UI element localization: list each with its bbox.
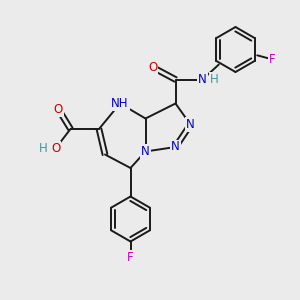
Text: O: O (148, 61, 158, 74)
Text: N: N (198, 73, 207, 86)
Text: F: F (269, 53, 276, 66)
Text: O: O (51, 142, 60, 155)
Text: N: N (186, 118, 195, 131)
Text: H: H (38, 142, 47, 155)
Text: N: N (141, 145, 150, 158)
Text: O: O (54, 103, 63, 116)
Text: H: H (209, 73, 218, 86)
Text: N: N (171, 140, 180, 154)
Text: F: F (127, 250, 134, 264)
Text: NH: NH (111, 97, 129, 110)
